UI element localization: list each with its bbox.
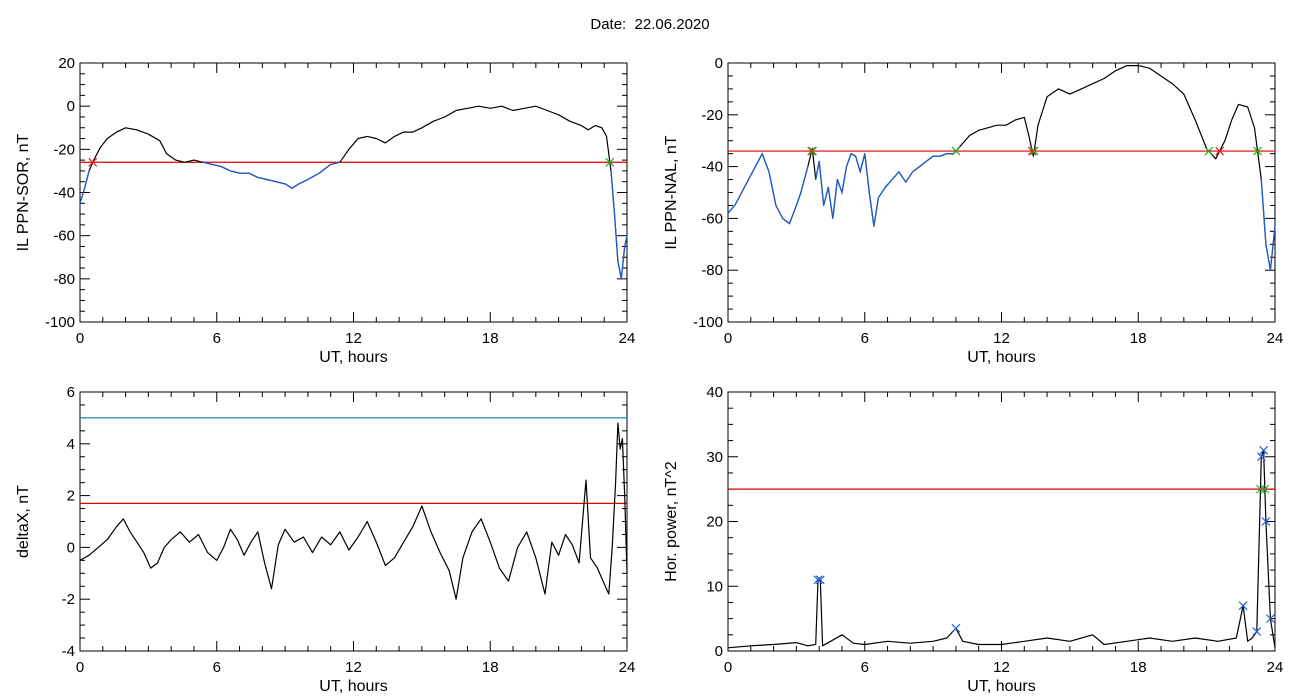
y-tick-label: 0 <box>715 643 723 660</box>
x-tick-label: 12 <box>993 659 1010 676</box>
y-tick-label: 0 <box>67 539 75 556</box>
x-axis-label: UT, hours <box>967 349 1035 366</box>
peak-marker <box>1252 627 1262 636</box>
x-tick-label: 6 <box>213 659 221 676</box>
plot-frame <box>727 391 1276 652</box>
y-tick-label: 4 <box>67 436 75 453</box>
x-tick-label: 0 <box>76 659 84 676</box>
x-tick-label: 0 <box>724 659 732 676</box>
y-tick-label: -20 <box>53 141 75 158</box>
peak-marker <box>1259 445 1269 455</box>
y-tick-label: 30 <box>706 449 723 466</box>
peak-marker <box>1238 601 1248 611</box>
x-tick-label: 18 <box>482 659 499 676</box>
plot-frame <box>79 62 628 323</box>
x-tick-label: 12 <box>993 330 1010 347</box>
plot-frame <box>79 391 628 652</box>
crossing-marker <box>1027 146 1037 156</box>
y-tick-label: -40 <box>701 159 723 176</box>
crossing-marker <box>88 157 98 167</box>
crossing-marker <box>1253 146 1262 156</box>
x-tick-label: 6 <box>861 330 869 347</box>
series-line <box>727 64 1276 271</box>
chart-il-sor: 0 6 12 18 24 -100 -80 -60 -40 -20 0 20 UT, hours IL P… <box>15 55 635 366</box>
series-line <box>727 449 1276 649</box>
figure-title: Date: 22.06.2020 <box>0 16 1300 33</box>
x-tick-label: 24 <box>1267 330 1284 347</box>
x-tick-label: 24 <box>619 330 636 347</box>
y-tick-label: 20 <box>58 55 75 72</box>
y-tick-label: 0 <box>67 98 75 115</box>
x-tick-label: 24 <box>1267 659 1284 676</box>
x-tick-label: 18 <box>482 330 499 347</box>
crossing-marker <box>951 146 961 156</box>
y-tick-label: -80 <box>701 262 723 279</box>
peak-marker <box>815 575 825 585</box>
y-tick-label: 0 <box>715 55 723 72</box>
below-threshold-segment <box>815 152 954 227</box>
y-tick-label: -60 <box>701 210 723 227</box>
y-tick-label: 6 <box>67 384 75 401</box>
crossing-marker <box>1256 484 1265 494</box>
y-tick-label: -2 <box>62 591 75 608</box>
crossing-marker <box>1029 146 1039 156</box>
below-threshold-segment <box>202 161 340 189</box>
y-axis-label: IL PPN-NAL, nT <box>663 135 680 249</box>
crossing-marker <box>605 157 615 167</box>
y-tick-label: -60 <box>53 228 75 245</box>
below-threshold-segment <box>610 170 628 279</box>
date-label: Date: <box>590 16 635 33</box>
x-tick-label: 0 <box>724 330 732 347</box>
chart-hor-power: 0 6 12 18 24 0 10 20 30 40 UT, hours Hor. power, nT… <box>663 384 1283 695</box>
y-tick-label: -4 <box>62 643 75 660</box>
x-tick-label: 18 <box>1130 659 1147 676</box>
x-tick-label: 6 <box>861 659 869 676</box>
y-tick-label: -100 <box>693 314 723 331</box>
crossing-marker <box>1204 146 1214 156</box>
series-line <box>79 422 628 600</box>
peak-marker <box>1266 614 1275 624</box>
date-value: 22.06.2020 <box>634 16 710 33</box>
y-tick-label: -80 <box>53 271 75 288</box>
x-tick-label: 18 <box>1130 330 1147 347</box>
peak-marker <box>1256 452 1266 462</box>
y-tick-label: 20 <box>706 514 723 531</box>
y-axis-label: IL PPN-SOR, nT <box>15 133 32 251</box>
crossing-marker <box>1215 146 1225 156</box>
x-tick-label: 6 <box>213 330 221 347</box>
crossing-marker <box>808 146 818 156</box>
x-axis-label: UT, hours <box>967 678 1035 695</box>
y-tick-label: -40 <box>53 185 75 202</box>
y-tick-label: 40 <box>706 384 723 401</box>
y-tick-label: 10 <box>706 578 723 595</box>
y-tick-label: -100 <box>45 314 75 331</box>
x-axis-label: UT, hours <box>319 678 387 695</box>
x-tick-label: 24 <box>619 659 636 676</box>
peak-marker <box>813 575 823 585</box>
below-threshold-segment <box>79 170 90 204</box>
series-line <box>79 105 628 280</box>
peak-marker <box>951 623 961 633</box>
plot-frame <box>727 62 1276 323</box>
peak-marker <box>1261 517 1271 526</box>
y-axis-label: Hor. power, nT^2 <box>663 461 680 582</box>
crossing-marker <box>807 146 817 156</box>
below-threshold-segment <box>1260 179 1276 271</box>
x-tick-label: 12 <box>345 330 362 347</box>
y-tick-label: -20 <box>701 107 723 124</box>
x-axis-label: UT, hours <box>319 349 387 366</box>
x-tick-label: 12 <box>345 659 362 676</box>
chart-il-nal: 0 6 12 18 24 -100 -80 -60 -40 -20 0 UT, hours IL PPN… <box>663 55 1283 366</box>
below-threshold-segment <box>727 152 809 225</box>
y-tick-label: 2 <box>67 488 75 505</box>
crossing-marker <box>1260 484 1270 494</box>
x-tick-label: 0 <box>76 330 84 347</box>
y-axis-label: deltaX, nT <box>15 485 32 558</box>
